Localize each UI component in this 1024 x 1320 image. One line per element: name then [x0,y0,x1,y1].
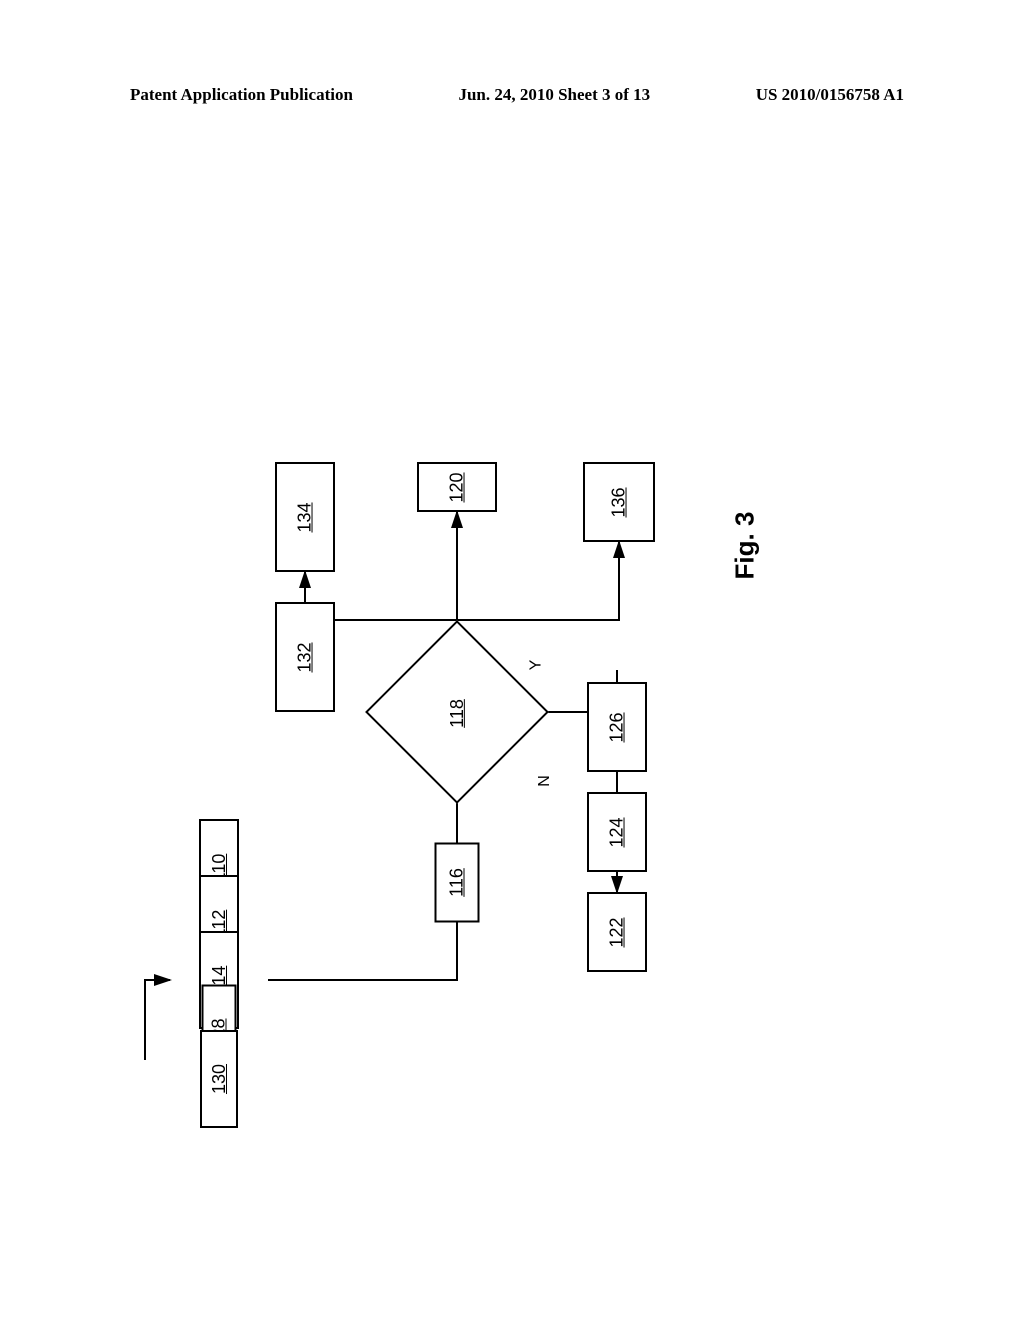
box-124-label: 124 [606,817,627,847]
box-120-label: 120 [446,472,467,502]
page-header: Patent Application Publication Jun. 24, … [0,85,1024,105]
box-126-label: 126 [606,712,627,742]
box-122-label: 122 [606,917,627,947]
box-134: 134 [275,462,335,572]
figure-label: Fig. 3 [729,512,760,580]
box-122: 122 [587,892,647,972]
box-134-label: 134 [294,502,315,532]
header-center: Jun. 24, 2010 Sheet 3 of 13 [458,85,650,105]
box-130: 130 [200,1030,238,1128]
branch-n: N [536,775,554,787]
flowchart-diagram: 110 112 114 128 130 116 126 124 122 132 … [135,320,865,1060]
box-120: 120 [417,462,497,512]
branch-y: Y [527,660,545,671]
box-126: 126 [587,682,647,772]
header-left: Patent Application Publication [130,85,353,105]
box-132-label: 132 [294,642,315,672]
box-124: 124 [587,792,647,872]
diamond-label: 118 [447,699,468,728]
box-130-label: 130 [209,1064,230,1094]
box-116: 116 [435,843,480,923]
box-116-label: 116 [447,868,468,897]
box-136: 136 [583,462,655,542]
box-136-label: 136 [608,487,629,517]
box-132: 132 [275,602,335,712]
header-right: US 2010/0156758 A1 [756,85,904,105]
